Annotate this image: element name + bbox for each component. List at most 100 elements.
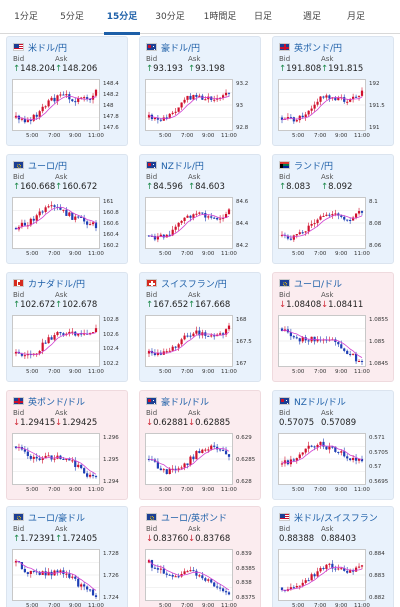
currency-pair-link[interactable]: ユーロ/ドル: [294, 279, 343, 290]
currency-pair-link[interactable]: ユーロ/円: [28, 161, 68, 172]
tab-timeframe[interactable]: 1分足: [14, 12, 38, 22]
currency-pair-link[interactable]: スイスフラン/円: [161, 279, 227, 290]
x-tick-label: 5:00: [292, 487, 305, 493]
currency-pair-link[interactable]: ユーロ/英ポンド: [161, 513, 228, 524]
ask-price-value: 1.72405: [62, 534, 98, 544]
tab-timeframe[interactable]: 月足: [346, 12, 365, 22]
currency-pair-link[interactable]: NZドル/円: [161, 161, 204, 172]
price-chart[interactable]: 0.839 0.8385 0.838 0.8375 5:00 7:00 9:00 11:00: [145, 549, 257, 607]
candle-body: [159, 568, 162, 570]
rate-card[interactable]: 米ドル/スイスフラン Bid Ask 0.88388 0.88403 0.884 0.883…: [272, 506, 394, 607]
price-chart[interactable]: 192 191.5 191 5:00 7:00 9:00 11:00: [278, 79, 390, 143]
price-chart[interactable]: 84.6 84.4 84.2 5:00 7:00 9:00 11:00: [145, 197, 257, 261]
candle-body: [201, 449, 204, 454]
tab-timeframe[interactable]: 5分足: [60, 12, 84, 22]
rate-card[interactable]: NZドル/円 Bid Ask ↑84.596 ↑84.603 84.6 84.4 84.2 5:…: [139, 154, 261, 264]
x-tick-label: 9:00: [335, 251, 348, 257]
candle-body: [29, 218, 32, 226]
candle-body: [20, 222, 24, 227]
ask-price-value: 167.668: [195, 300, 231, 310]
candle-body: [227, 454, 231, 457]
candle-body: [86, 97, 89, 99]
bid-price: ↑8.083: [279, 182, 310, 192]
candle-body: [150, 459, 154, 461]
ask-label: Ask: [55, 525, 68, 533]
candle-body: [224, 213, 228, 218]
ask-price-value: 148.206: [62, 64, 98, 74]
ask-label: Ask: [321, 55, 334, 63]
price-chart[interactable]: 0.571 0.5705 0.57 0.5695 5:00 7:00 9:00 11:00: [278, 433, 390, 497]
y-tick-label: 148.4: [103, 81, 119, 87]
arrow-up-icon: ↑: [13, 534, 21, 544]
rate-card[interactable]: ランド/円 Bid Ask ↑8.083 ↑8.092 8.1 8.08 8.06 5:00 7:…: [272, 154, 394, 264]
tab-timeframe[interactable]: 1時間足: [203, 12, 237, 22]
candle-body: [307, 110, 310, 115]
rate-card[interactable]: 豪ドル/ドル Bid Ask ↓0.62881 ↓0.62885 0.629 0.6285 0…: [139, 390, 261, 500]
candle-body: [14, 446, 18, 448]
currency-pair-link[interactable]: 米ドル/円: [28, 43, 68, 54]
price-chart[interactable]: 93.2 93 92.8 5:00 7:00 9:00 11:00: [145, 79, 257, 143]
candle-body: [313, 446, 316, 448]
tab-timeframe[interactable]: 週足: [302, 12, 321, 22]
y-tick-label: 0.838: [236, 580, 252, 587]
candle-body: [313, 223, 316, 225]
currency-pair-link[interactable]: 英ポンド/円: [294, 43, 343, 54]
price-chart[interactable]: 148.4 148.2 148 147.8 147.6 5:00 7:00 9:00 11:00: [12, 79, 124, 143]
candle-body: [224, 450, 228, 455]
ask-price-value: 0.88403: [321, 534, 357, 544]
currency-pair-link[interactable]: NZドル/ドル: [294, 397, 346, 408]
rate-card[interactable]: NZドル/ドル Bid Ask 0.57075 0.57089 0.571 0.5705 0.…: [272, 390, 394, 500]
y-tick-label: 0.629: [236, 435, 252, 441]
rate-card[interactable]: スイスフラン/円 Bid Ask ↑167.652 ↑167.668 168 167.5 16…: [139, 272, 261, 382]
currency-pair-link[interactable]: ユーロ/豪ドル: [28, 513, 86, 524]
currency-pair-link[interactable]: 豪ドル/円: [161, 43, 201, 54]
tab-timeframe[interactable]: 15分足: [100, 0, 144, 35]
rate-card[interactable]: ユーロ/ドル Bid Ask ↓1.08408 ↓1.08411 1.0855 1.085 1…: [272, 272, 394, 382]
x-tick-label: 5:00: [292, 369, 305, 375]
rate-card[interactable]: カナダドル/円 Bid Ask ↑102.672 ↑102.678 102.8 102.6 1…: [6, 272, 128, 382]
candle-body: [286, 235, 290, 239]
x-tick-label: 9:00: [202, 487, 215, 493]
price-chart[interactable]: 102.8 102.6 102.4 102.2 5:00 7:00 9:00 11:00: [12, 315, 124, 379]
y-tick-label: 84.2: [236, 243, 249, 249]
card-header: ユーロ/英ポンド: [146, 511, 228, 524]
price-chart[interactable]: 1.728 1.726 1.724 5:00 7:00 9:00 11:00: [12, 549, 124, 607]
candle-body: [14, 228, 18, 230]
chart-plot-area: [12, 433, 100, 485]
candle-body: [360, 211, 364, 213]
candlestick-chart: [13, 88, 99, 125]
y-tick-label: 191.5: [369, 103, 385, 109]
arrow-up-icon: ↑: [321, 64, 329, 74]
currency-pair-link[interactable]: 米ドル/スイスフラン: [294, 513, 378, 524]
rate-card[interactable]: ユーロ/豪ドル Bid Ask ↑1.72391 ↑1.72405 1.728 1.726 1…: [6, 506, 128, 607]
currency-pair-link[interactable]: ランド/円: [294, 161, 334, 172]
rate-card[interactable]: 米ドル/円 Bid Ask ↑148.204 ↑148.206 148.4 148.2 148…: [6, 36, 128, 146]
eu-flag-icon: [279, 279, 290, 287]
candle-body: [94, 222, 98, 229]
price-chart[interactable]: 1.0855 1.085 1.0845 5:00 7:00 9:00 11:00: [278, 315, 390, 379]
currency-pair-link[interactable]: カナダドル/円: [28, 279, 86, 290]
candle-body: [354, 96, 358, 98]
price-chart[interactable]: 1.296 1.295 1.294 5:00 7:00 9:00 11:00: [12, 433, 124, 497]
tab-timeframe[interactable]: 30分足: [155, 12, 185, 22]
currency-pair-link[interactable]: 英ポンド/ドル: [28, 397, 86, 408]
arrow-down-icon: ↓: [321, 300, 329, 310]
rate-card[interactable]: 英ポンド/ドル Bid Ask ↓1.29415 ↓1.29425 1.296 1.295 1…: [6, 390, 128, 500]
bid-price-value: 148.204: [20, 64, 56, 74]
price-chart[interactable]: 168 167.5 167 5:00 7:00 9:00 11:00: [145, 315, 257, 379]
rate-card[interactable]: ユーロ/円 Bid Ask ↑160.668 ↑160.672 161 160.8 160.6…: [6, 154, 128, 264]
candle-body: [41, 211, 44, 213]
price-chart[interactable]: 0.629 0.6285 0.628 5:00 7:00 9:00 11:00: [145, 433, 257, 497]
candle-body: [83, 333, 86, 335]
price-chart[interactable]: 161 160.8 160.6 160.4 160.2 5:00 7:00 9:00 11:00: [12, 197, 124, 261]
price-chart[interactable]: 8.1 8.08 8.06 5:00 7:00 9:00 11:00: [278, 197, 390, 261]
rate-card[interactable]: ユーロ/英ポンド Bid Ask ↓0.83760 ↓0.83768 0.839 0.838…: [139, 506, 261, 607]
price-chart[interactable]: 0.884 0.883 0.882 5:00 7:00 9:00 11:00: [278, 549, 390, 607]
currency-pair-link[interactable]: 豪ドル/ドル: [161, 397, 210, 408]
rate-card[interactable]: 豪ドル/円 Bid Ask ↑93.193 ↑93.198 93.2 93 92.8 5:00 7…: [139, 36, 261, 146]
y-tick-label: 168: [236, 317, 247, 323]
rate-card[interactable]: 英ポンド/円 Bid Ask ↑191.808 ↑191.815 192 191.5 191 5…: [272, 36, 394, 146]
candle-body: [165, 117, 168, 119]
tab-timeframe[interactable]: 日足: [253, 12, 272, 22]
x-tick-label: 7:00: [181, 369, 194, 375]
